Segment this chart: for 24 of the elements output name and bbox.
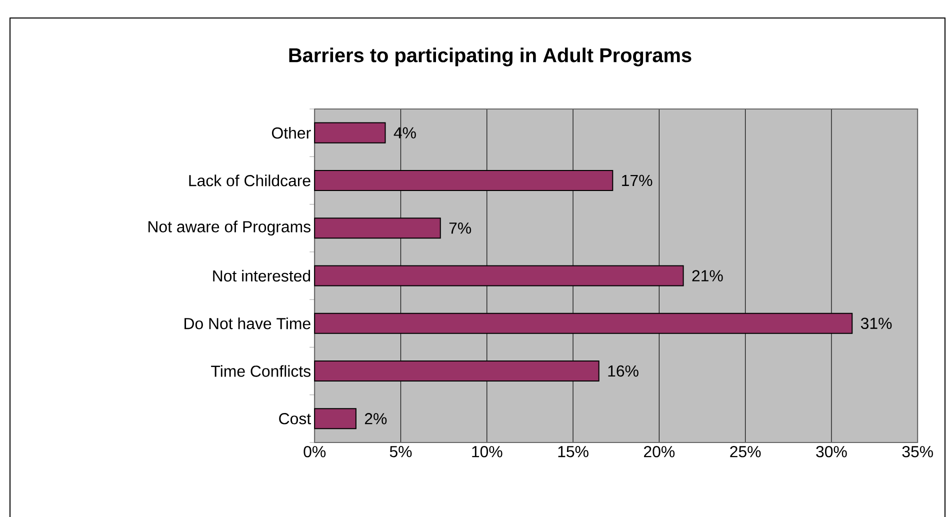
y-tick-label: Other [272, 126, 311, 139]
x-tick-label: 5% [390, 446, 412, 458]
y-tick-label: Not interested [213, 270, 310, 282]
x-tick-label: 10% [472, 446, 502, 458]
x-tick-label: 15% [558, 446, 588, 458]
y-tick-label: Not aware of Programs [148, 220, 310, 236]
data-label: 7% [449, 222, 472, 234]
data-label: 2% [364, 413, 387, 424]
bar [314, 122, 386, 144]
bar [314, 408, 356, 430]
data-label: 17% [622, 174, 652, 186]
data-label: 21% [692, 270, 723, 282]
y-tick-label: Cost [279, 413, 311, 424]
x-tick-label: 0% [304, 446, 326, 458]
x-tick-label: 20% [644, 446, 675, 458]
y-tick-label: Do Not have Time [184, 318, 310, 330]
chart-title: Barriers to participating in Adult Programs [289, 48, 692, 66]
x-tick-label: 30% [816, 446, 847, 458]
x-tick-label: 25% [730, 446, 761, 458]
data-label: 31% [860, 318, 892, 330]
y-tick-label: Time Conflicts [211, 365, 310, 377]
data-label: 16% [608, 365, 638, 377]
y-tick-label: Lack of Childcare [189, 174, 310, 186]
x-tick-label: 35% [902, 446, 933, 458]
